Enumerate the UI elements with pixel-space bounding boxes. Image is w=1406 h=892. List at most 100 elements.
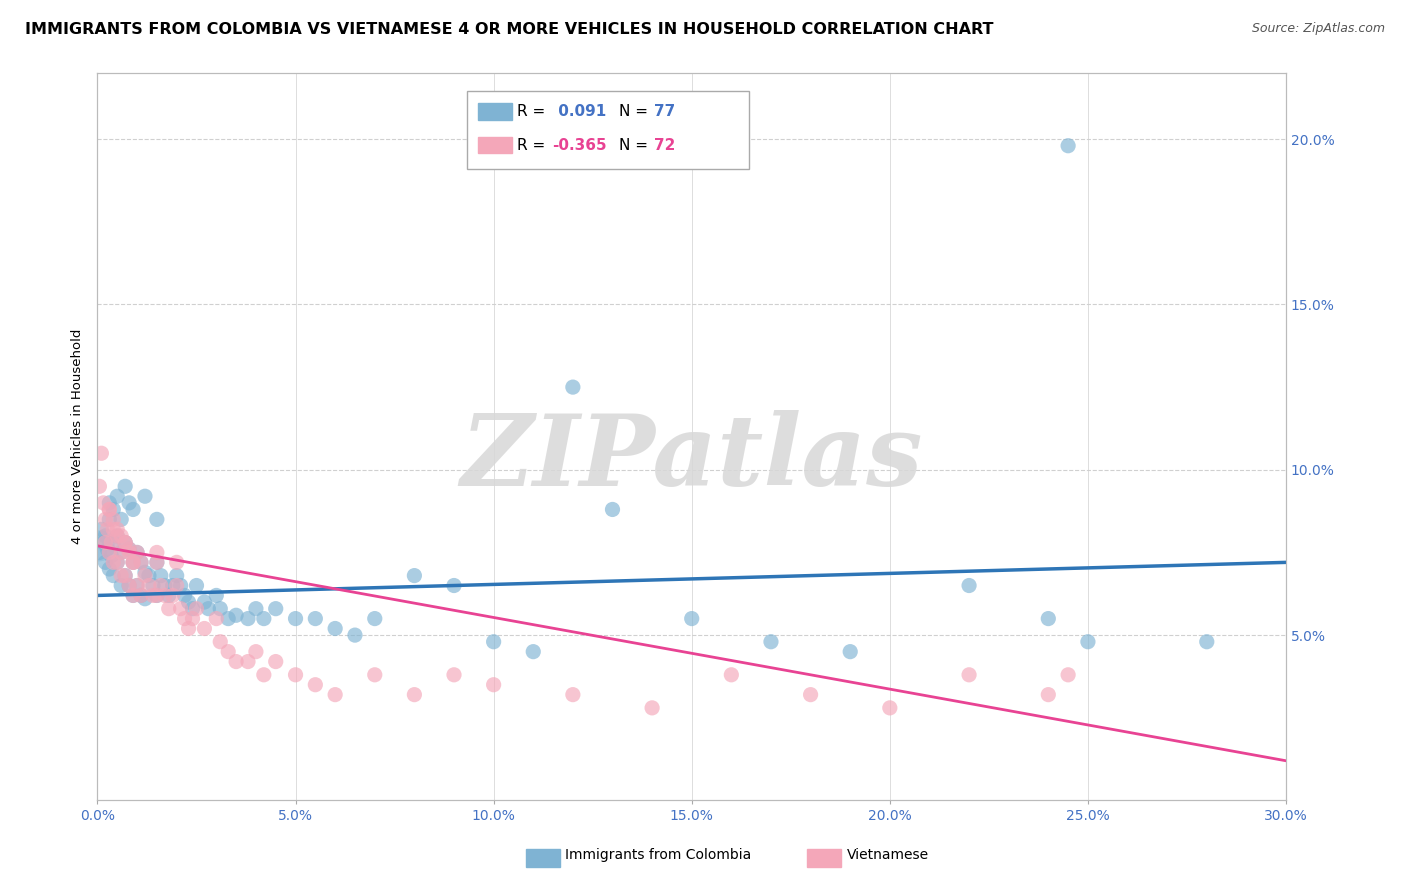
Point <box>138 568 160 582</box>
Point <box>118 578 141 592</box>
Point <box>105 555 128 569</box>
Point <box>98 512 121 526</box>
Text: N =: N = <box>619 138 652 153</box>
Point <box>98 496 121 510</box>
Point <box>264 601 287 615</box>
Point <box>186 578 208 592</box>
Point <box>103 522 125 536</box>
Point <box>205 611 228 625</box>
Point <box>90 446 112 460</box>
Point <box>217 645 239 659</box>
Point <box>89 539 111 553</box>
Point <box>157 601 180 615</box>
Point <box>404 568 426 582</box>
Point <box>177 595 200 609</box>
Point <box>253 611 276 625</box>
Point <box>404 688 426 702</box>
Point <box>209 634 232 648</box>
Point <box>162 589 184 603</box>
Point <box>89 545 111 559</box>
Point <box>114 568 136 582</box>
Point <box>800 688 823 702</box>
Point <box>94 555 117 569</box>
Point <box>264 655 287 669</box>
Point <box>134 591 156 606</box>
Point <box>146 555 169 569</box>
Point <box>125 578 148 592</box>
Text: N =: N = <box>619 104 652 120</box>
Point <box>105 522 128 536</box>
Point <box>125 578 148 592</box>
Point <box>118 496 141 510</box>
Point <box>98 502 121 516</box>
Point <box>561 380 583 394</box>
Point <box>284 611 307 625</box>
Point <box>304 611 326 625</box>
Point <box>323 622 346 636</box>
Point <box>166 578 188 592</box>
Point <box>641 701 664 715</box>
Point <box>129 589 152 603</box>
Point <box>105 555 128 569</box>
Point <box>304 678 326 692</box>
Point <box>114 535 136 549</box>
Point <box>125 545 148 559</box>
Point <box>561 688 583 702</box>
Point <box>146 589 169 603</box>
Text: Vietnamese: Vietnamese <box>846 847 928 862</box>
Point <box>122 589 145 603</box>
Point <box>602 502 624 516</box>
Point <box>879 701 901 715</box>
Point <box>110 568 132 582</box>
Point <box>114 535 136 549</box>
Point <box>103 535 125 549</box>
Point <box>146 589 169 603</box>
Text: 77: 77 <box>654 104 675 120</box>
Point <box>957 578 980 592</box>
Point <box>93 535 115 549</box>
Point <box>114 568 136 582</box>
Point <box>146 545 169 559</box>
Point <box>142 578 165 592</box>
Point <box>118 578 141 592</box>
Point <box>759 634 782 648</box>
Point <box>98 545 121 559</box>
Point <box>103 555 125 569</box>
Text: R =: R = <box>517 104 551 120</box>
Point <box>1057 667 1080 681</box>
Point <box>245 645 267 659</box>
Point <box>146 555 169 569</box>
Point <box>225 608 247 623</box>
Point <box>177 622 200 636</box>
Point <box>94 512 117 526</box>
Point <box>839 645 862 659</box>
Point <box>181 611 204 625</box>
Point <box>1038 688 1060 702</box>
Point <box>105 529 128 543</box>
Point <box>110 512 132 526</box>
Point <box>96 522 118 536</box>
Point <box>157 589 180 603</box>
Point <box>103 568 125 582</box>
Point <box>118 542 141 557</box>
Point <box>122 589 145 603</box>
Point <box>149 578 172 592</box>
Point <box>89 479 111 493</box>
Point <box>103 512 125 526</box>
Point <box>114 535 136 549</box>
Point <box>146 512 169 526</box>
Point <box>122 502 145 516</box>
Point <box>364 667 387 681</box>
Point <box>153 589 176 603</box>
Text: Immigrants from Colombia: Immigrants from Colombia <box>565 847 751 862</box>
Point <box>105 489 128 503</box>
Text: ZIPatlas: ZIPatlas <box>461 410 922 507</box>
Point <box>105 529 128 543</box>
Point <box>443 667 465 681</box>
Point <box>100 535 122 549</box>
Point <box>217 611 239 625</box>
Point <box>100 549 122 563</box>
Point <box>166 568 188 582</box>
Point <box>110 545 132 559</box>
Point <box>236 611 259 625</box>
